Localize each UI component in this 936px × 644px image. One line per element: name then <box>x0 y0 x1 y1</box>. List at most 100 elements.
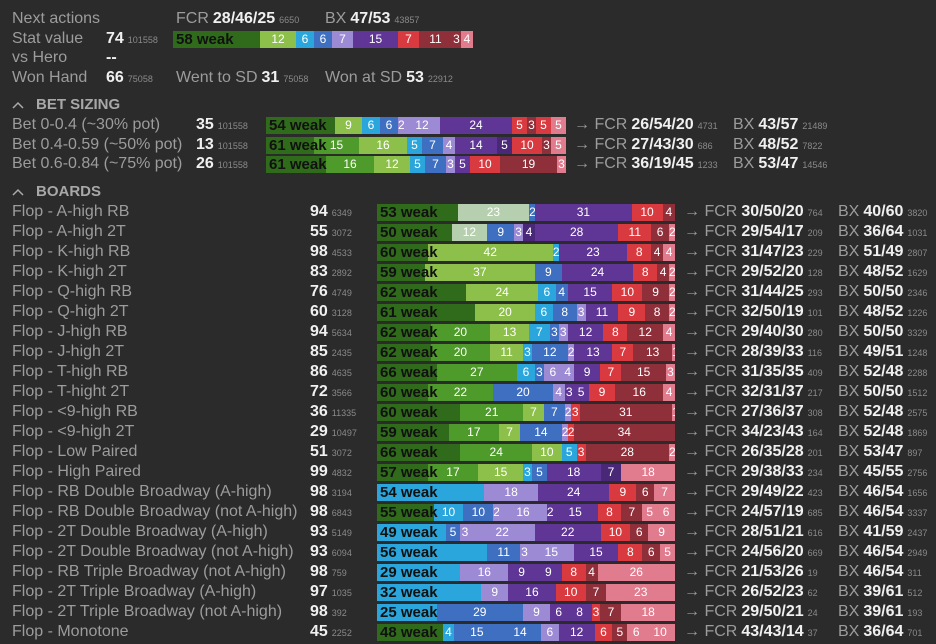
fcr-value: 29/40/30 <box>741 323 804 340</box>
stat: 97 1035 <box>310 582 352 602</box>
sample-count: 3194 <box>331 488 352 498</box>
section-header[interactable]: BOARDS <box>36 183 102 200</box>
bx-stat: BX 46/54 311 <box>838 562 922 582</box>
bar-segment: 2 <box>669 444 675 461</box>
segment-label: 9 <box>533 605 540 619</box>
bx-stat: BX 49/51 1248 <box>838 342 927 362</box>
segment-label: 9 <box>583 365 591 379</box>
segment-label: 6 <box>367 118 375 132</box>
bar-segment: 4 <box>662 204 675 221</box>
bx-value: 39/61 <box>863 603 904 620</box>
bar-segment: 3 <box>549 324 559 341</box>
bx-stat: BX 47/53 43857 <box>325 9 419 29</box>
segment-label: 8 <box>635 245 643 259</box>
sample-count: 3566 <box>331 388 352 398</box>
fcr-stat: → FCR 28/39/33 116 <box>684 342 822 362</box>
sample-count: 897 <box>907 448 923 458</box>
stat-value: 36 <box>310 403 328 420</box>
strength-bar: 11 3 15 15 8 6 5 56 weak <box>377 544 676 561</box>
segment-label: 4 <box>445 137 453 152</box>
weak-label: 25 weak <box>380 604 438 621</box>
strength-bar: 15 16 5 7 4 14 5 10 3 5 61 weak <box>266 136 566 154</box>
segment-label: 4 <box>665 385 673 399</box>
row-label: Bet 0.6-0.84 (~75% pot) <box>12 155 183 172</box>
bx-label: BX <box>838 543 860 560</box>
section-header[interactable]: BET SIZING <box>36 96 121 113</box>
bx-stat: BX 50/50 3329 <box>838 322 927 342</box>
stat-value: 93 <box>310 543 328 560</box>
bar-segment: 15 <box>314 136 359 154</box>
fcr-label: → FCR <box>574 116 628 133</box>
bx-label: BX <box>838 603 860 620</box>
fcr-stat: → FCR 30/50/20 764 <box>684 202 823 222</box>
sample-count: 209 <box>807 228 823 238</box>
bar-segment <box>377 284 467 301</box>
fcr-stat: → FCR 34/23/43 164 <box>684 422 823 442</box>
bar-segment <box>377 564 461 581</box>
bar-segment <box>377 324 431 341</box>
bar-segment: 9 <box>648 524 675 541</box>
stat: 98 759 <box>310 562 347 582</box>
bar-segment: 7 <box>585 584 607 601</box>
stat: 13 101558 <box>196 135 248 155</box>
stat: 51 3072 <box>310 442 352 462</box>
bar-segment: 2 <box>567 424 574 441</box>
fcr-label: → FCR <box>684 503 738 520</box>
segment-label: 12 <box>578 325 593 339</box>
bar-segment: 15 <box>478 464 524 481</box>
fcr-label: → FCR <box>684 303 738 320</box>
segment-label: 8 <box>626 545 634 559</box>
fcr-value: 28/51/21 <box>741 523 804 540</box>
stat: 35 101558 <box>196 115 248 135</box>
bar-segment: 7 <box>600 464 622 481</box>
bar-segment: 12 <box>451 224 488 241</box>
bar-segment: 3 <box>520 544 529 561</box>
segment-label: 9 <box>491 585 499 599</box>
bar-segment: 9 <box>609 484 637 501</box>
fcr-value: 28/46/25 <box>212 10 276 27</box>
segment-label: 16 <box>376 137 390 152</box>
sample-count: 701 <box>907 628 923 638</box>
bar-segment: 6 <box>630 524 649 541</box>
segment-label: 5 <box>664 545 671 559</box>
bar-segment <box>377 544 488 561</box>
weak-label: 59 weak <box>380 264 438 281</box>
segment-label: 2 <box>669 305 675 319</box>
segment-label: 7 <box>536 325 543 339</box>
row-label: Bet 0.4-0.59 (~50% pot) <box>12 135 183 153</box>
bar-segment: 3 <box>576 304 586 321</box>
collapse-caret[interactable] <box>12 100 24 110</box>
bar-segment: 3 <box>534 364 544 381</box>
bar-segment: 5 <box>573 384 589 401</box>
bx-label: BX <box>838 283 860 300</box>
stat-value: 60 <box>310 303 328 320</box>
segment-label: 26 <box>629 565 643 579</box>
bar-segment: 24 <box>561 264 634 281</box>
fcr-label: → FCR <box>684 223 738 240</box>
bx-stat: BX 52/48 1869 <box>838 422 927 442</box>
bar-segment: 18 <box>546 464 601 481</box>
segment-label: 10 <box>653 625 667 639</box>
segment-label: 31 <box>619 405 633 419</box>
bar-segment: 22 <box>534 524 601 541</box>
sample-count: 14546 <box>802 160 828 170</box>
segment-label: 7 <box>607 365 615 379</box>
segment-label: 15 <box>637 365 651 379</box>
segment-label: 24 <box>567 485 581 499</box>
stat: 98 6843 <box>310 502 352 522</box>
segment-label: 6 <box>319 32 327 46</box>
sample-count: 409 <box>807 368 823 378</box>
segment-label: 3 <box>571 405 579 419</box>
bar-segment: 12 <box>627 324 664 341</box>
sample-count: 3820 <box>907 208 928 218</box>
bar-segment: 4 <box>443 136 455 154</box>
bar-segment: 12 <box>567 324 604 341</box>
bar-segment: 6 <box>657 504 675 521</box>
segment-label: 10 <box>471 505 485 519</box>
segment-label: 5 <box>555 137 562 152</box>
segment-label: 20 <box>516 385 530 399</box>
weak-label: 55 weak <box>380 504 438 521</box>
weak-label: 48 weak <box>380 624 438 641</box>
stat-value: 74 <box>106 30 124 47</box>
collapse-caret[interactable] <box>12 187 24 197</box>
